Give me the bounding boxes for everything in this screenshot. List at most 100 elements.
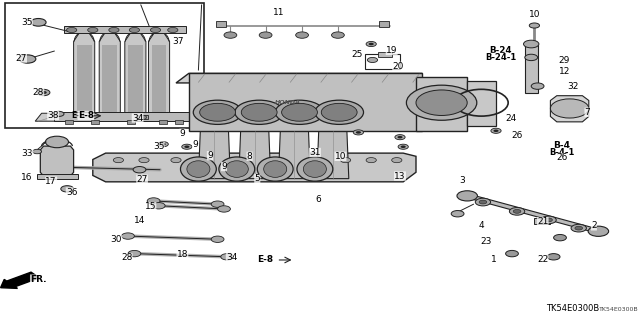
Polygon shape	[74, 32, 95, 113]
Text: 26: 26	[556, 153, 568, 162]
Text: 12: 12	[559, 67, 570, 76]
Circle shape	[193, 100, 242, 124]
Bar	[91, 120, 99, 124]
Polygon shape	[317, 131, 349, 179]
Text: 32: 32	[567, 82, 579, 91]
Text: 2: 2	[591, 221, 596, 230]
Circle shape	[150, 27, 161, 33]
Text: 25: 25	[351, 50, 363, 59]
Text: 28: 28	[121, 253, 132, 262]
Text: 13: 13	[394, 172, 406, 181]
Circle shape	[54, 111, 64, 116]
Circle shape	[138, 115, 147, 120]
Circle shape	[524, 40, 539, 48]
Ellipse shape	[180, 157, 216, 181]
Bar	[378, 52, 392, 57]
Text: B-24: B-24	[489, 46, 512, 55]
Text: 16: 16	[21, 173, 33, 182]
Text: 33: 33	[22, 149, 33, 158]
Circle shape	[31, 19, 46, 26]
Circle shape	[40, 91, 47, 94]
Text: 27: 27	[15, 54, 27, 63]
Ellipse shape	[297, 157, 333, 181]
Text: 38: 38	[47, 111, 59, 120]
Polygon shape	[40, 146, 74, 176]
Bar	[365, 54, 400, 69]
Text: 6: 6	[316, 195, 321, 204]
Circle shape	[88, 27, 98, 33]
Circle shape	[184, 145, 189, 148]
Text: 9: 9	[193, 140, 198, 149]
Bar	[525, 45, 538, 93]
Text: 10: 10	[335, 152, 346, 161]
Circle shape	[366, 41, 376, 47]
Text: 5: 5	[255, 174, 260, 183]
Text: 23: 23	[481, 237, 492, 246]
Circle shape	[509, 208, 525, 215]
Circle shape	[547, 254, 560, 260]
Text: 21: 21	[537, 217, 548, 226]
Text: 3: 3	[460, 176, 465, 185]
Circle shape	[315, 100, 364, 124]
Ellipse shape	[187, 161, 210, 177]
Circle shape	[200, 103, 236, 121]
Circle shape	[218, 206, 230, 212]
Circle shape	[296, 32, 308, 38]
Circle shape	[211, 201, 224, 207]
Polygon shape	[148, 32, 170, 113]
Circle shape	[356, 131, 361, 134]
Circle shape	[221, 254, 234, 260]
Circle shape	[168, 27, 178, 33]
Circle shape	[171, 158, 181, 163]
Text: B-4: B-4	[554, 141, 570, 150]
Bar	[65, 120, 73, 124]
Circle shape	[321, 103, 357, 121]
Text: E-8: E-8	[72, 111, 85, 120]
Bar	[37, 174, 78, 179]
Circle shape	[531, 83, 544, 89]
Circle shape	[259, 32, 272, 38]
Circle shape	[575, 226, 582, 230]
Circle shape	[529, 23, 540, 28]
Circle shape	[588, 226, 609, 236]
Text: 9: 9	[207, 151, 212, 160]
Text: 9: 9	[180, 129, 185, 138]
Text: TK54E0300B: TK54E0300B	[546, 304, 600, 313]
Polygon shape	[189, 73, 422, 131]
Circle shape	[224, 32, 237, 38]
Ellipse shape	[264, 161, 287, 177]
Circle shape	[211, 236, 224, 242]
Circle shape	[550, 99, 589, 118]
Circle shape	[513, 210, 521, 213]
Bar	[534, 218, 550, 224]
Text: HONDA: HONDA	[275, 100, 301, 105]
Circle shape	[45, 136, 68, 148]
Ellipse shape	[225, 161, 248, 177]
Circle shape	[366, 158, 376, 163]
Circle shape	[506, 250, 518, 257]
Circle shape	[275, 100, 324, 124]
Polygon shape	[467, 194, 600, 234]
Circle shape	[571, 224, 586, 232]
Text: 27: 27	[136, 175, 148, 184]
Bar	[152, 45, 166, 112]
Bar	[159, 120, 167, 124]
Circle shape	[128, 250, 141, 257]
Circle shape	[493, 130, 499, 132]
Text: 34: 34	[226, 253, 237, 262]
Circle shape	[109, 27, 119, 33]
Text: 30: 30	[111, 235, 122, 244]
Circle shape	[416, 90, 467, 115]
Bar	[54, 112, 192, 121]
Bar	[64, 26, 186, 33]
Polygon shape	[198, 131, 230, 179]
Text: 20: 20	[392, 62, 404, 71]
Circle shape	[19, 55, 36, 63]
Circle shape	[554, 234, 566, 241]
Circle shape	[33, 149, 42, 154]
Polygon shape	[35, 113, 189, 121]
Polygon shape	[125, 32, 146, 113]
Circle shape	[182, 144, 192, 149]
Text: B-4-1: B-4-1	[549, 148, 575, 157]
Ellipse shape	[257, 157, 293, 181]
